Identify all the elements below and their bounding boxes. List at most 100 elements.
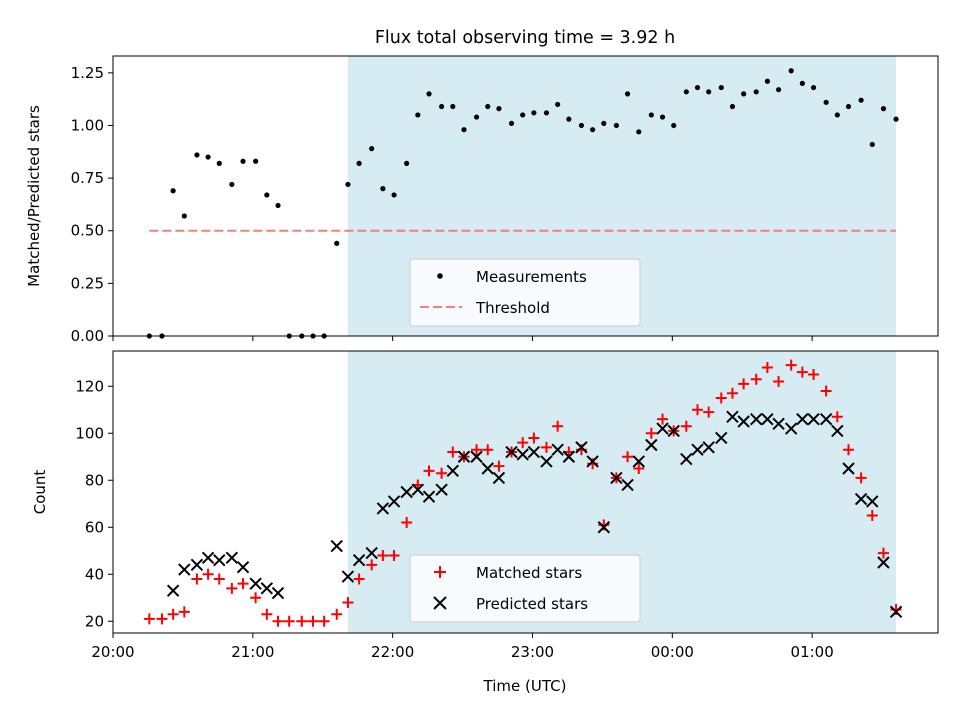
matched-point bbox=[877, 547, 889, 559]
measurement-point bbox=[543, 110, 550, 116]
matched-point bbox=[447, 446, 459, 458]
matched-point bbox=[750, 373, 762, 385]
measurement-point bbox=[845, 103, 852, 110]
predicted-point bbox=[842, 462, 855, 475]
matched-point bbox=[366, 559, 378, 571]
top-y-tick-label: 0.00 bbox=[71, 327, 104, 345]
predicted-point bbox=[330, 539, 343, 553]
measurement-point bbox=[229, 181, 235, 188]
measurement-point bbox=[893, 116, 899, 122]
predicted-point bbox=[691, 443, 704, 456]
bottom-y-tick-label: 100 bbox=[75, 424, 104, 442]
predicted-point bbox=[457, 450, 471, 463]
legend-matched-label: Matched stars bbox=[476, 564, 582, 582]
predicted-point bbox=[400, 485, 413, 499]
matched-point bbox=[715, 392, 727, 404]
predicted-point bbox=[422, 490, 436, 503]
predicted-point bbox=[562, 450, 576, 463]
measurement-point bbox=[473, 114, 480, 120]
matched-point bbox=[436, 467, 448, 479]
predicted-point bbox=[260, 582, 274, 595]
measurement-point bbox=[636, 129, 642, 135]
matched-point bbox=[761, 361, 773, 373]
predicted-point bbox=[737, 415, 750, 428]
x-tick-label: 00:00 bbox=[651, 643, 694, 661]
matched-point bbox=[388, 549, 400, 561]
predicted-point bbox=[551, 443, 564, 456]
bottom-y-tick-label: 80 bbox=[85, 471, 104, 489]
legend-threshold-label: Threshold bbox=[475, 299, 550, 317]
measurement-point bbox=[369, 146, 375, 152]
matched-point bbox=[283, 615, 295, 627]
matched-point bbox=[773, 376, 785, 388]
predicted-point bbox=[680, 452, 693, 466]
matched-point bbox=[657, 413, 669, 425]
bottom-y-tick-label: 40 bbox=[85, 565, 104, 583]
predicted-point bbox=[470, 450, 483, 463]
measurement-point bbox=[869, 141, 875, 148]
predicted-point bbox=[540, 455, 553, 468]
top-y-tick-label: 1.00 bbox=[71, 116, 104, 134]
matched-point bbox=[820, 385, 832, 397]
predicted-point bbox=[726, 410, 739, 424]
predicted-point bbox=[249, 577, 262, 590]
matched-point bbox=[377, 549, 389, 561]
measurement-point bbox=[415, 112, 421, 118]
predicted-point bbox=[411, 483, 425, 496]
legend-measurement-marker bbox=[437, 273, 443, 279]
predicted-point bbox=[190, 558, 204, 572]
predicted-point bbox=[505, 445, 518, 459]
measurement-point bbox=[613, 122, 619, 129]
measurement-point bbox=[345, 181, 351, 188]
measurement-point bbox=[216, 160, 222, 166]
measurement-point bbox=[624, 91, 631, 97]
measurement-point bbox=[648, 112, 654, 118]
measurement-point bbox=[496, 106, 502, 112]
matched-point bbox=[517, 437, 529, 449]
top-y-tick-label: 1.25 bbox=[71, 64, 104, 82]
matched-point bbox=[482, 444, 494, 456]
measurement-point bbox=[205, 154, 211, 160]
predicted-point bbox=[866, 495, 879, 508]
measurement-point bbox=[659, 114, 666, 120]
measurement-point bbox=[380, 186, 386, 192]
matched-point bbox=[213, 573, 225, 585]
matched-point bbox=[831, 411, 843, 423]
bottom-legend-box bbox=[409, 554, 641, 623]
predicted-point bbox=[575, 441, 588, 454]
top-x-ticks bbox=[112, 336, 813, 341]
matched-point bbox=[785, 359, 797, 371]
matched-point bbox=[226, 582, 238, 594]
measurement-point bbox=[170, 188, 176, 194]
measurement-point bbox=[520, 112, 526, 118]
predicted-point bbox=[481, 462, 494, 475]
measurement-point bbox=[823, 99, 829, 105]
measurement-point bbox=[531, 110, 537, 116]
top-y-tick-label: 0.50 bbox=[71, 222, 104, 240]
predicted-point bbox=[271, 586, 285, 600]
x-tick-label: 01:00 bbox=[791, 643, 834, 661]
bottom-x-ticks: 20:00 21:00 22:00 23:00 00:00 01:00 bbox=[91, 633, 834, 661]
measurement-point bbox=[578, 122, 585, 129]
top-panel: 0.00 0.25 0.50 0.75 1.00 1.25 Matched/Predict… bbox=[25, 55, 939, 345]
matched-point bbox=[237, 578, 249, 590]
measurement-point bbox=[555, 101, 561, 108]
predicted-point bbox=[819, 412, 833, 426]
matched-point bbox=[353, 573, 365, 585]
x-tick-label: 22:00 bbox=[371, 643, 414, 661]
bottom-y-tick-label: 20 bbox=[85, 612, 104, 630]
measurement-point bbox=[799, 80, 805, 86]
measurement-point bbox=[706, 89, 712, 95]
bottom-panel: 20 40 60 80 100 120 20:00 21:00 22:00 23:00 00:00… bbox=[31, 350, 939, 695]
measurement-point bbox=[683, 89, 689, 95]
matched-point bbox=[645, 427, 657, 439]
predicted-point bbox=[201, 551, 215, 565]
predicted-point bbox=[492, 471, 506, 485]
measurement-point bbox=[391, 192, 397, 198]
measurement-point bbox=[485, 103, 491, 110]
matched-point bbox=[156, 613, 168, 625]
top-legend-box bbox=[409, 258, 641, 327]
measurement-point bbox=[334, 240, 340, 246]
matched-point bbox=[726, 387, 738, 399]
